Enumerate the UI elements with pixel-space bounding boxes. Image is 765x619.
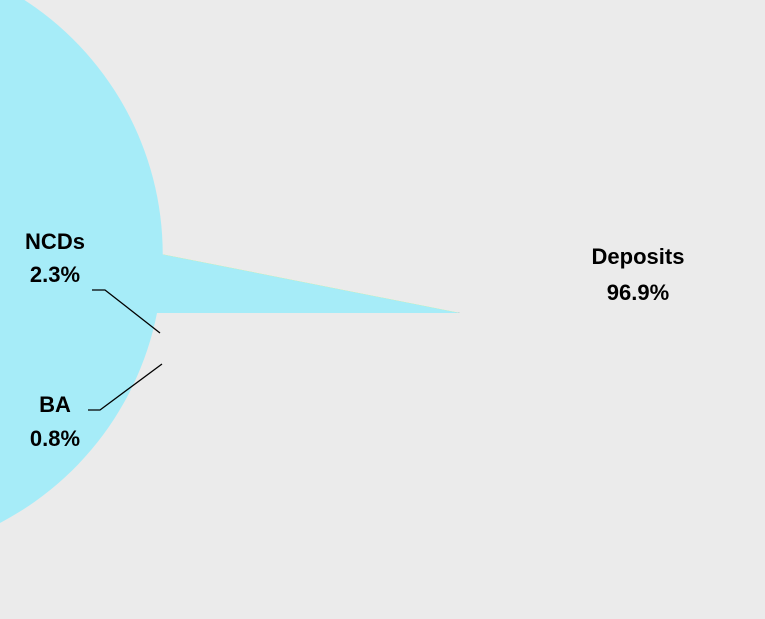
value-label: 96.9% bbox=[607, 280, 669, 305]
value-label: 2.3% bbox=[30, 262, 80, 287]
pie-slice bbox=[0, 0, 460, 523]
value-label: 0.8% bbox=[30, 426, 80, 451]
slice-label: BA bbox=[39, 392, 71, 417]
pie bbox=[0, 0, 460, 523]
slice-label: Deposits bbox=[592, 244, 685, 269]
leader-line bbox=[88, 363, 163, 411]
slice-label: NCDs bbox=[25, 229, 85, 254]
leader-line bbox=[92, 289, 161, 334]
